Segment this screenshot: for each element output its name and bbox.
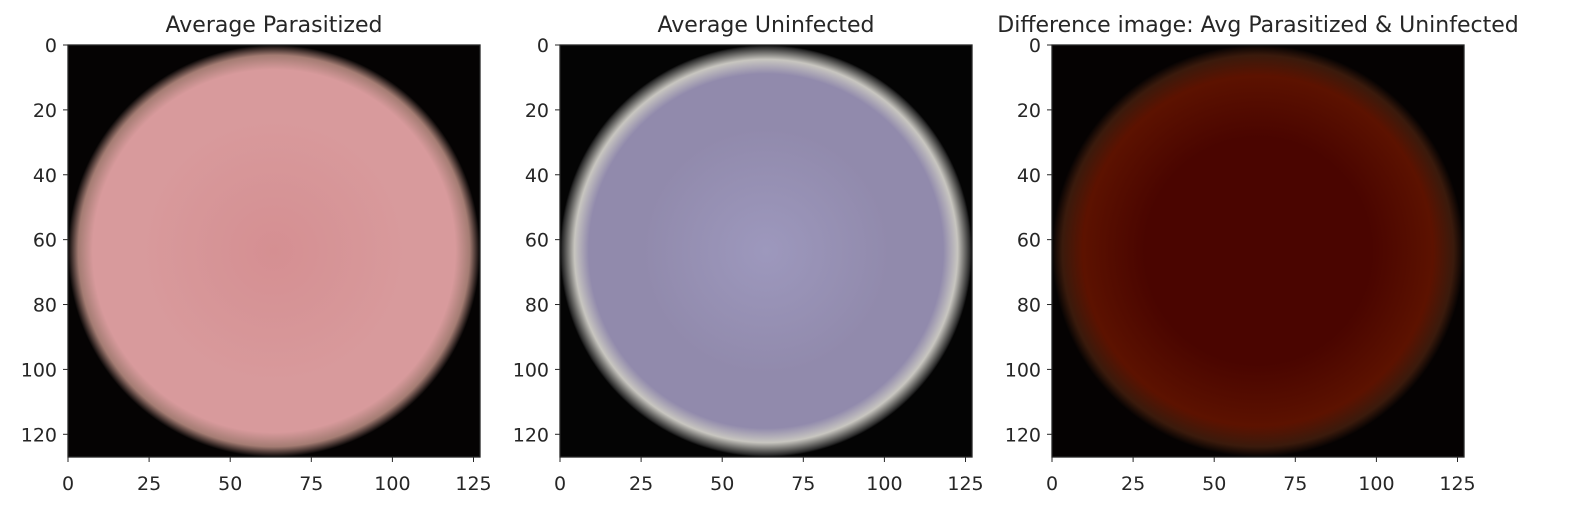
x-tick-label: 100 — [374, 473, 410, 495]
x-tick-label: 25 — [629, 473, 653, 495]
y-tick-label: 40 — [1017, 165, 1041, 187]
x-tick-label: 0 — [62, 473, 74, 495]
y-tick-label: 60 — [33, 230, 57, 252]
x-tick-label: 50 — [1202, 473, 1226, 495]
x-tick-label: 50 — [710, 473, 734, 495]
x-tick-label: 75 — [1283, 473, 1307, 495]
x-tick-label: 75 — [299, 473, 323, 495]
y-tick-label: 60 — [525, 230, 549, 252]
y-tick-label: 100 — [513, 359, 549, 381]
y-tick-label: 60 — [1017, 230, 1041, 252]
y-tick-label: 40 — [33, 165, 57, 187]
panels: Average Parasitized 0 25 50 75 100 125 0 20 40 60 8… — [21, 13, 1519, 495]
x-tick-label: 0 — [1046, 473, 1058, 495]
x-tick-label: 0 — [554, 473, 566, 495]
x-tick-label: 25 — [1121, 473, 1145, 495]
cell-image — [68, 45, 480, 457]
y-tick-label: 100 — [21, 359, 57, 381]
y-tick-label: 80 — [1017, 295, 1041, 317]
panel-2: Average Uninfected 0 25 50 75 100 125 0 20 40 60 80… — [513, 13, 984, 495]
x-tick-label: 125 — [1439, 473, 1475, 495]
y-tick-label: 120 — [513, 424, 549, 446]
panel-1: Average Parasitized 0 25 50 75 100 125 0 20 40 60 8… — [21, 13, 492, 495]
panel-title: Difference image: Avg Parasitized & Unin… — [997, 13, 1518, 38]
y-tick-label: 120 — [21, 424, 57, 446]
y-tick-label: 100 — [1005, 359, 1041, 381]
panel-title: Average Parasitized — [166, 13, 383, 38]
x-tick-label: 100 — [1358, 473, 1394, 495]
y-tick-label: 120 — [1005, 424, 1041, 446]
y-tick-label: 20 — [33, 100, 57, 122]
y-tick-label: 0 — [1029, 35, 1041, 57]
x-tick-label: 25 — [137, 473, 161, 495]
x-tick-label: 100 — [866, 473, 902, 495]
y-tick-label: 80 — [33, 295, 57, 317]
y-tick-label: 80 — [525, 295, 549, 317]
y-tick-label: 20 — [1017, 100, 1041, 122]
panel-3: Difference image: Avg Parasitized & Unin… — [997, 13, 1518, 495]
x-tick-label: 125 — [455, 473, 491, 495]
y-tick-label: 20 — [525, 100, 549, 122]
cell-image — [1052, 45, 1464, 457]
cell-image — [560, 45, 972, 457]
axes-frame — [1051, 44, 1465, 458]
y-tick-label: 0 — [45, 35, 57, 57]
panel-title: Average Uninfected — [658, 13, 875, 38]
x-tick-label: 50 — [218, 473, 242, 495]
axes-frame — [67, 44, 481, 458]
x-tick-label: 125 — [947, 473, 983, 495]
axes-frame — [559, 44, 973, 458]
x-tick-label: 75 — [791, 473, 815, 495]
y-tick-label: 0 — [537, 35, 549, 57]
y-tick-label: 40 — [525, 165, 549, 187]
